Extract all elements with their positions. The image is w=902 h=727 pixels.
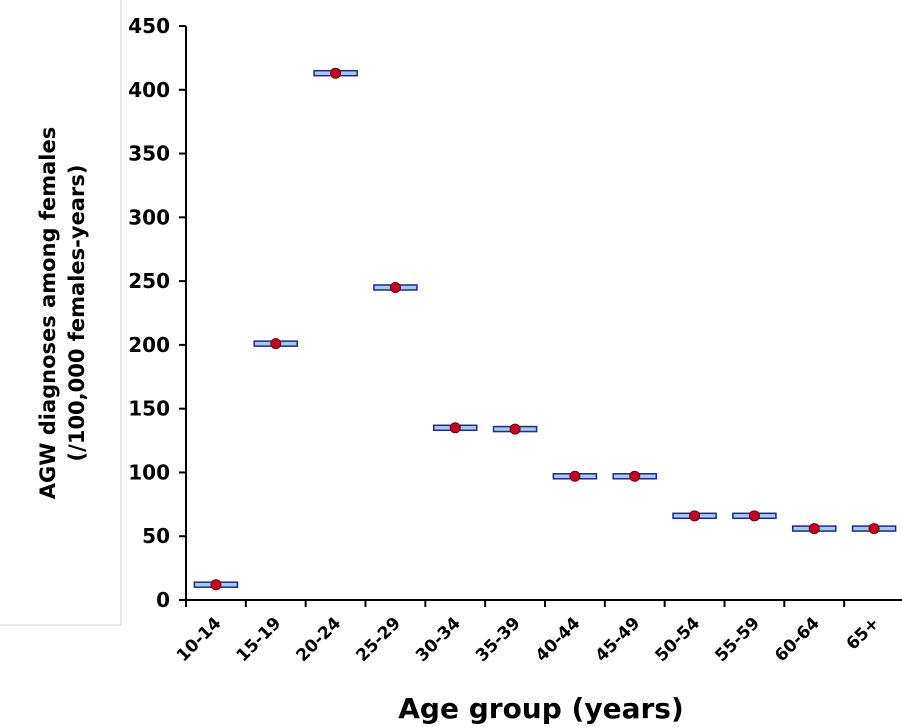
x-tick-label: 55-59 [711,613,764,666]
data-point [748,510,760,522]
x-axis-title: Age group (years) [398,692,683,725]
y-axis-title-line1: AGW diagnoses among females [36,127,60,499]
data-point [569,470,581,482]
x-tick-label: 15-19 [233,613,286,666]
x-tick-label: 50-54 [652,613,705,666]
data-point [509,423,521,435]
x-tick-label: 30-34 [412,613,465,666]
data-point [389,281,401,293]
data-point [270,338,282,350]
data-point [629,470,641,482]
x-tick-label: 10-14 [173,613,226,666]
y-tick-label: 50 [142,524,170,548]
y-tick-label: 250 [128,269,170,293]
y-tick-label: 200 [128,333,170,357]
y-tick-label: 150 [128,397,170,421]
data-point [330,67,342,79]
x-tick-label: 25-29 [352,613,405,666]
y-tick-label: 300 [128,205,170,229]
data-marks [193,67,897,591]
data-point [210,579,222,591]
x-tick-label: 65+ [843,613,884,654]
data-point [689,510,701,522]
y-tick-label: 0 [156,588,170,612]
y-tick-label: 400 [128,78,170,102]
y-tick-label: 350 [128,142,170,166]
x-tick-label: 20-24 [293,613,346,666]
x-tick-label: 45-49 [592,613,645,666]
x-axis: 10-14 15-19 20-24 25-29 30-34 35-39 40-44 45-49… [173,599,902,666]
x-tick-label: 60-64 [771,613,824,666]
y-axis-title-line2: (/100,000 females-years) [65,165,89,462]
data-point [868,523,880,535]
data-point [808,523,820,535]
y-axis: 0 50 100 150 200 250 300 350 400 450 [128,14,187,612]
y-tick-label: 100 [128,460,170,484]
x-tick-label: 40-44 [532,613,585,666]
data-point [449,422,461,434]
y-tick-label: 450 [128,14,170,38]
x-tick-label: 35-39 [472,613,525,666]
